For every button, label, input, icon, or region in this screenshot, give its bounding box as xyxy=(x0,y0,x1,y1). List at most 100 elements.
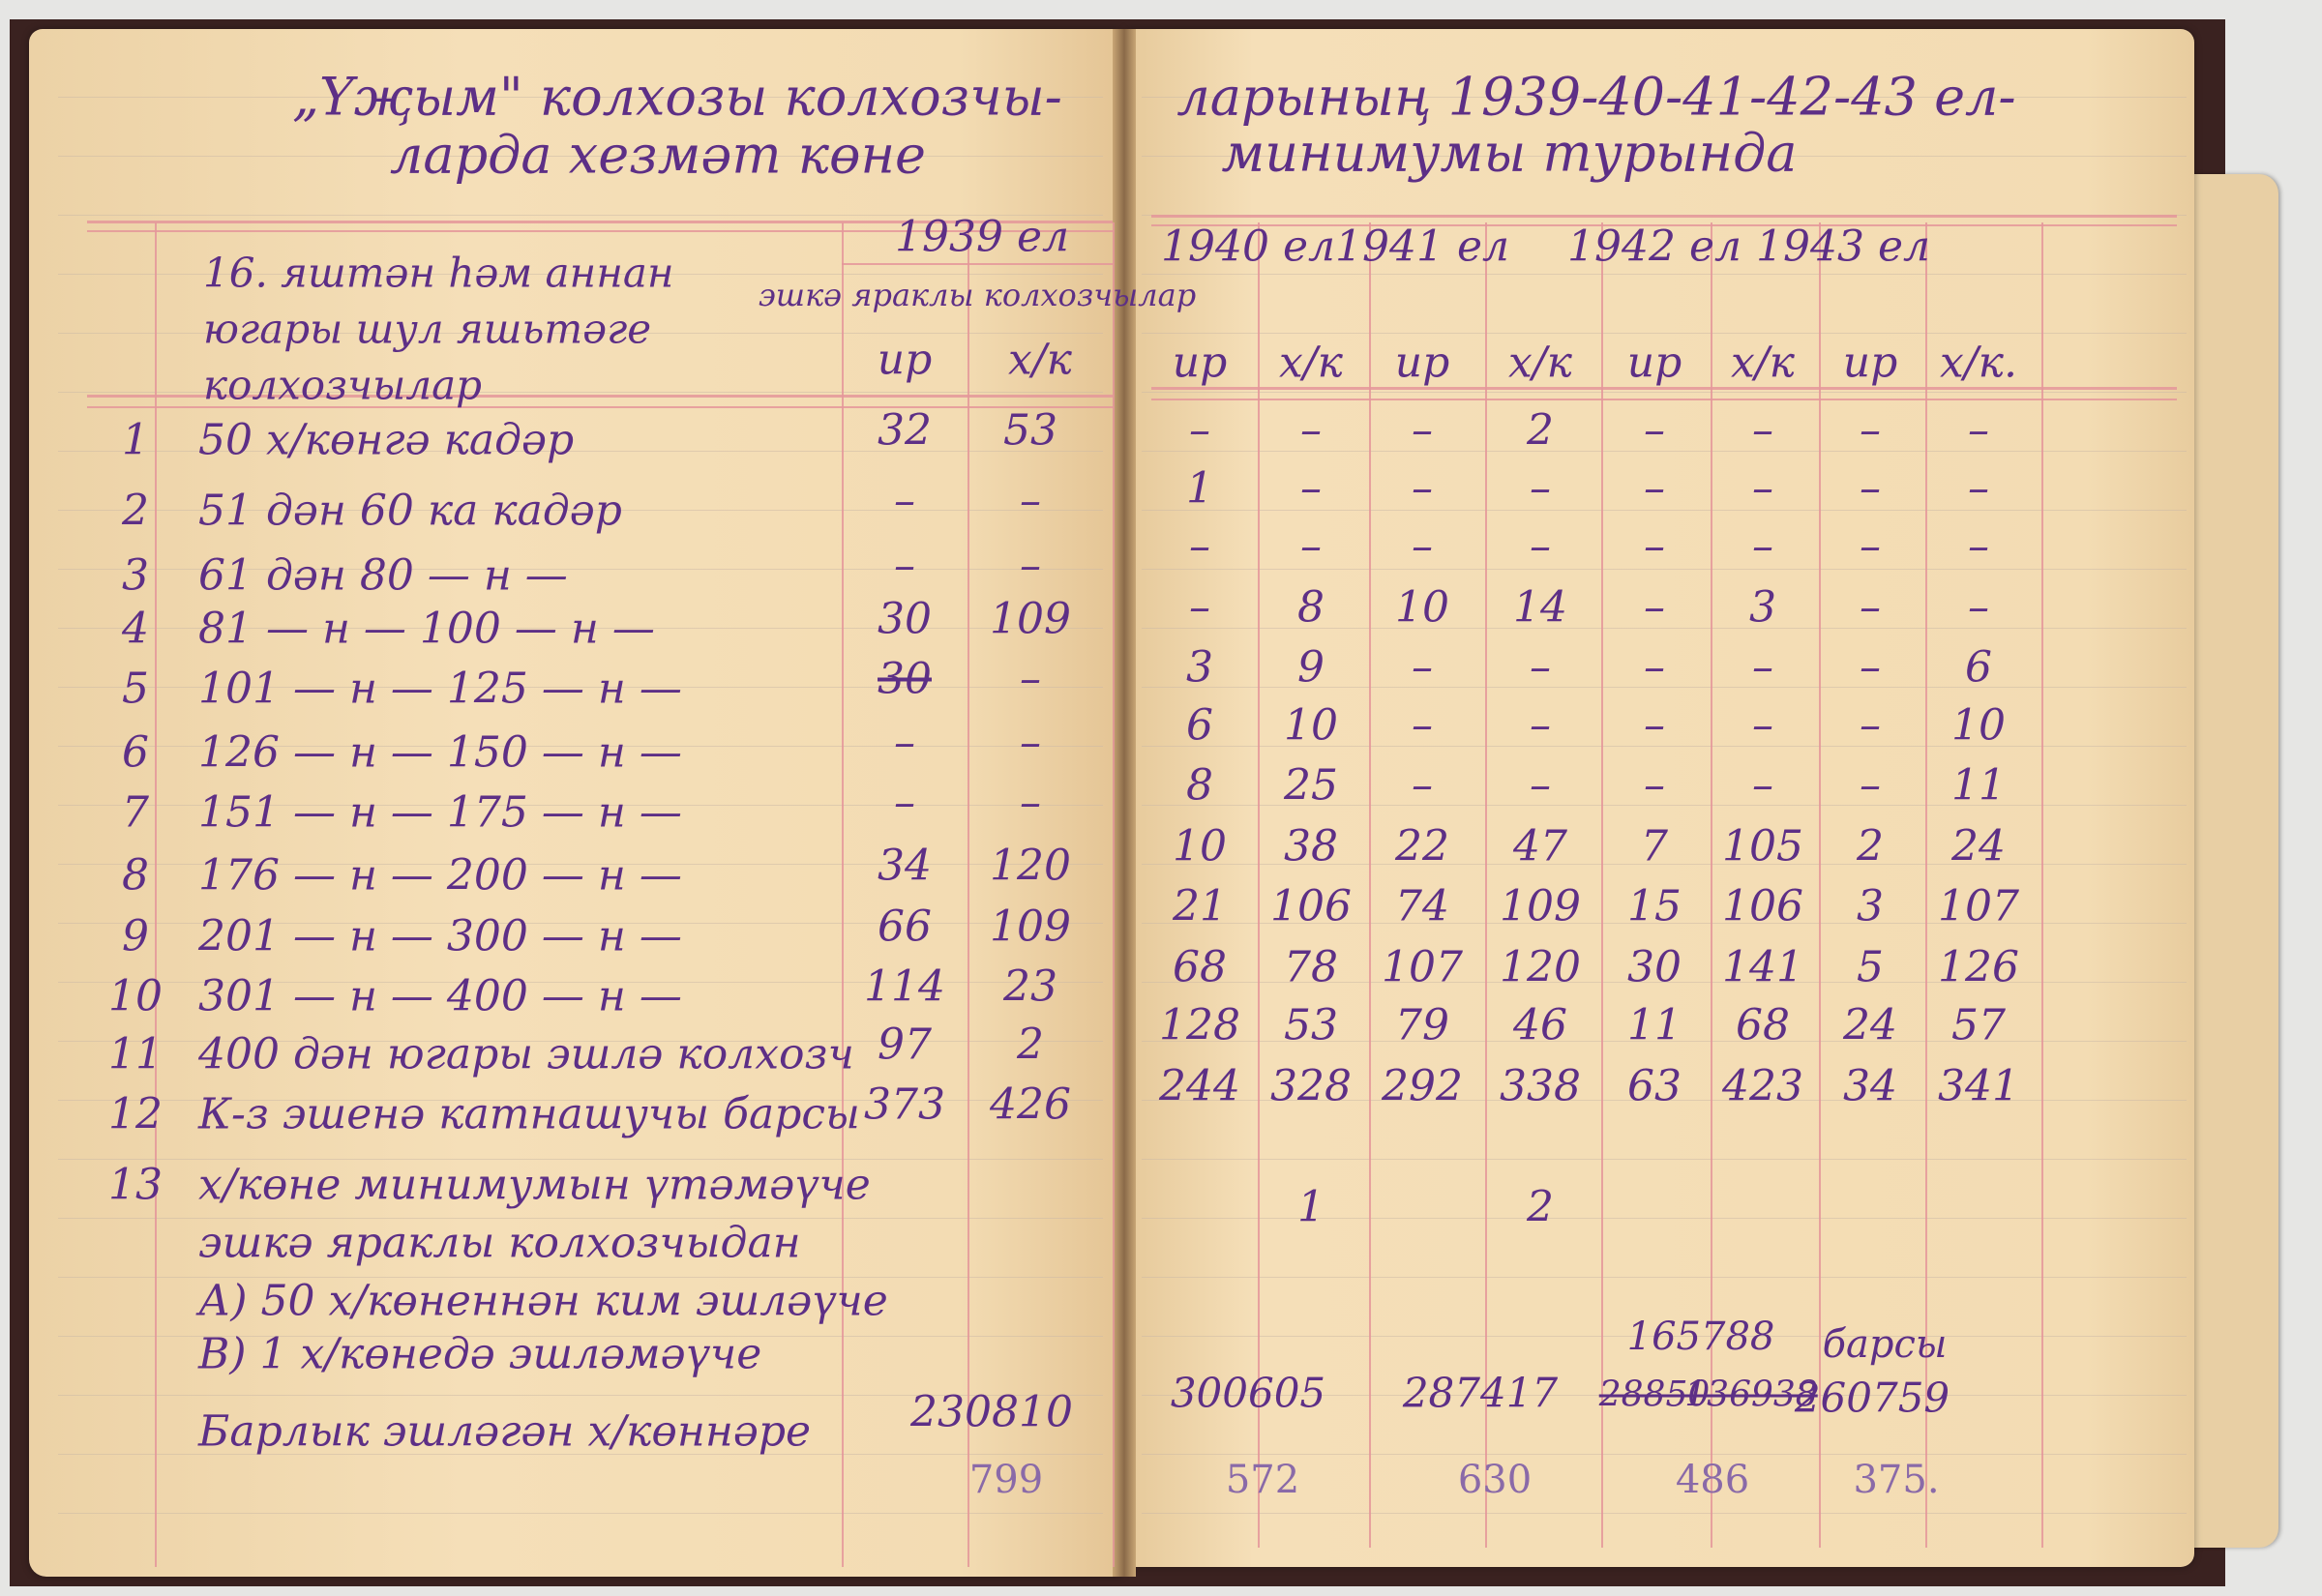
table-cell: – xyxy=(1530,760,1551,811)
table-cell: 11 xyxy=(1951,760,2006,811)
table-cell: – xyxy=(1752,760,1773,811)
table-cell: – xyxy=(1860,582,1881,633)
table-cell: – xyxy=(1412,405,1433,456)
table-cell: – xyxy=(1300,463,1322,514)
ruled-line xyxy=(1142,628,2187,629)
table-cell: 120 xyxy=(1500,942,1581,992)
column-rule xyxy=(155,222,157,1567)
table-cell: 10 xyxy=(1951,700,2006,751)
ruled-line xyxy=(1142,1454,2187,1455)
row-label: х/көне минимумын үтәмәүче xyxy=(198,1160,871,1210)
table-cell: 338 xyxy=(1500,1061,1581,1111)
table-cell: – xyxy=(1860,463,1881,514)
column-header: ир xyxy=(1172,338,1228,388)
table-cell: 128 xyxy=(1159,1000,1240,1050)
ruled-line xyxy=(58,1513,1103,1514)
table-cell: – xyxy=(1412,760,1433,811)
ruled-line xyxy=(58,451,1103,452)
row-label: 61 дән 80 — н — xyxy=(198,550,568,601)
ruled-line xyxy=(1142,1277,2187,1278)
cell-ir: – xyxy=(894,718,915,768)
cell-xk: 109 xyxy=(990,594,1071,644)
loose-page-edge xyxy=(2182,174,2278,1548)
row-number: 2 xyxy=(122,486,149,536)
table-cell: – xyxy=(1968,463,1989,514)
table-cell: 2 xyxy=(1527,405,1554,456)
table-cell: 107 xyxy=(1938,881,2019,931)
year-header: 1940 ел xyxy=(1160,222,1336,272)
total-count: 375. xyxy=(1853,1458,1940,1502)
row-label: 201 — н — 300 — н — xyxy=(198,911,682,961)
column-header: х/к xyxy=(1279,338,1343,388)
ruled-line xyxy=(58,1218,1103,1219)
ruled-line xyxy=(58,1277,1103,1278)
cell-ir: 66 xyxy=(878,901,932,952)
cell-ir: 30 xyxy=(878,594,932,644)
ruled-line xyxy=(58,97,1103,98)
ruled-line xyxy=(1142,97,2187,98)
header-rule xyxy=(1151,215,2177,218)
table-cell: – xyxy=(1752,700,1773,751)
ruled-line xyxy=(58,274,1103,275)
row-label: 101 — н — 125 — н — xyxy=(198,664,682,714)
total-1943: 260759 xyxy=(1794,1374,1950,1422)
column-header-description: 16. яштән һәм аннан xyxy=(203,249,674,297)
table-cell: 109 xyxy=(1500,881,1581,931)
cell-ir: 30 xyxy=(878,654,932,704)
table-cell: – xyxy=(1860,521,1881,572)
ruled-line xyxy=(58,1100,1103,1101)
total-note: барсы xyxy=(1822,1322,1948,1367)
table-cell: – xyxy=(1644,700,1665,751)
table-cell: 10 xyxy=(1284,700,1338,751)
table-cell: 24 xyxy=(1843,1000,1897,1050)
ruled-line xyxy=(1142,1513,2187,1514)
column-header: ир xyxy=(1626,338,1682,388)
column-header-ir: ир xyxy=(877,335,933,385)
column-rule xyxy=(1711,222,1712,1548)
row-label: В) 1 х/көнедә эшләмәүче xyxy=(198,1329,762,1379)
row-label: 400 дән югары эшлә колхозч xyxy=(198,1029,854,1079)
row-label: 50 х/көнгә кадәр xyxy=(198,415,575,465)
row-label: 151 — н — 175 — н — xyxy=(198,787,682,838)
row-label: 126 — н — 150 — н — xyxy=(198,727,682,778)
table-cell: – xyxy=(1752,405,1773,456)
year-header: 1939 ел xyxy=(894,212,1070,262)
total-count: 486 xyxy=(1675,1458,1750,1502)
table-cell: 21 xyxy=(1173,881,1227,931)
header-rule xyxy=(87,230,1113,232)
ruled-line xyxy=(58,805,1103,806)
row-label: 51 дән 60 ка кадәр xyxy=(198,486,622,536)
ruled-line xyxy=(58,628,1103,629)
table-cell: 292 xyxy=(1382,1061,1463,1111)
column-header: ир xyxy=(1842,338,1898,388)
ruled-line xyxy=(58,392,1103,393)
table-cell: – xyxy=(1530,642,1551,693)
ruled-line xyxy=(1142,274,2187,275)
table-cell: – xyxy=(1968,405,1989,456)
cell-ir: 373 xyxy=(864,1079,945,1130)
table-cell: – xyxy=(1968,582,1989,633)
row-label: 301 — н — 400 — н — xyxy=(198,971,682,1021)
cell-xk: – xyxy=(1020,654,1041,704)
year-header: 1942 ел xyxy=(1566,222,1742,272)
column-header: ир xyxy=(1394,338,1450,388)
cell-xk: 120 xyxy=(990,841,1071,891)
cell-xk: – xyxy=(1020,476,1041,526)
table-cell: 328 xyxy=(1270,1061,1352,1111)
table-cell: – xyxy=(1300,521,1322,572)
table-cell: – xyxy=(1412,642,1433,693)
table-cell: – xyxy=(1644,582,1665,633)
table-cell: 11 xyxy=(1627,1000,1682,1050)
table-cell: 106 xyxy=(1722,881,1803,931)
row-number: 3 xyxy=(122,550,149,601)
table-cell: – xyxy=(1189,582,1210,633)
title-line: ларда хезмәт көне xyxy=(390,124,926,186)
ruled-line xyxy=(58,215,1103,216)
year-rule xyxy=(842,263,1113,265)
table-cell: 8 xyxy=(1297,582,1325,633)
cell-xk: – xyxy=(1020,718,1041,768)
ruled-line xyxy=(1142,746,2187,747)
table-cell: – xyxy=(1752,463,1773,514)
ruled-line xyxy=(58,1454,1103,1455)
ruled-line xyxy=(1142,510,2187,511)
